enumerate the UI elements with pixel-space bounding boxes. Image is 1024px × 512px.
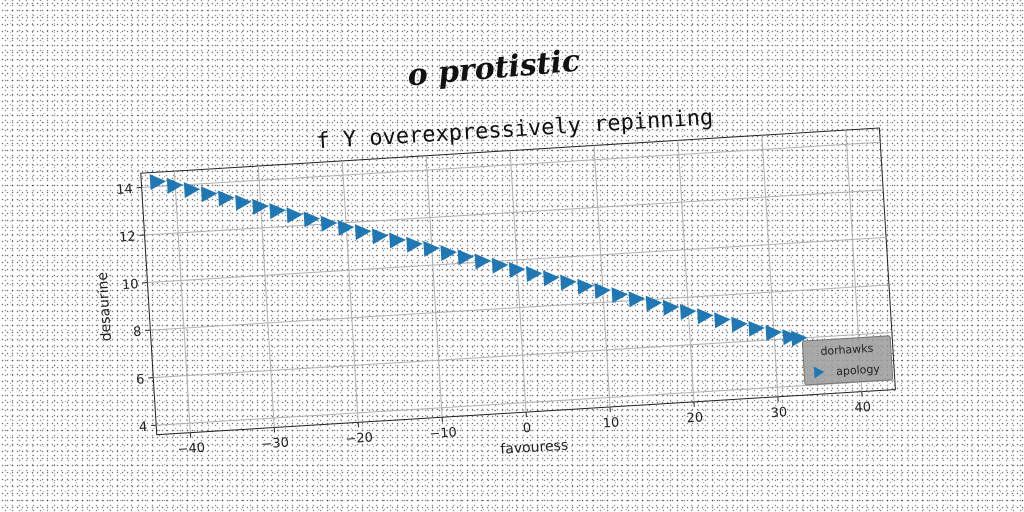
data-point	[166, 177, 184, 194]
legend-entry-label: apology	[836, 362, 881, 378]
x-tick-label: 40	[854, 400, 871, 416]
legend-box	[801, 335, 894, 386]
x-tick-label: −20	[345, 431, 373, 448]
x-grid-line	[425, 155, 443, 418]
data-point	[440, 245, 457, 262]
data-point	[389, 232, 406, 249]
y-tick-label: 12	[119, 230, 136, 246]
data-point	[594, 282, 611, 299]
x-grid-line	[173, 171, 191, 433]
legend-marker	[813, 366, 825, 379]
y-grid-line	[141, 141, 881, 188]
x-tick-label: 0	[522, 421, 531, 436]
x-grid-line	[341, 160, 359, 423]
data-point	[354, 224, 372, 241]
data-point	[286, 207, 303, 224]
y-tick-label: 6	[136, 372, 145, 387]
data-points	[149, 174, 808, 347]
data-point	[714, 312, 731, 329]
data-point	[406, 236, 423, 253]
y-grid-line	[144, 189, 884, 236]
data-point	[474, 253, 492, 270]
x-grid-line	[761, 135, 779, 397]
data-point	[782, 329, 800, 346]
x-tick-label: 10	[602, 415, 619, 431]
data-point	[765, 325, 782, 342]
data-point	[218, 190, 235, 207]
data-point	[577, 278, 594, 295]
x-grid-line	[509, 150, 527, 413]
data-point	[200, 186, 218, 203]
x-tick-label: 30	[770, 405, 787, 421]
data-point	[372, 228, 389, 245]
y-tick-label: 14	[116, 182, 133, 198]
data-point	[303, 211, 321, 228]
data-point	[337, 219, 355, 236]
data-point	[628, 291, 646, 308]
data-point	[320, 215, 338, 232]
data-point	[748, 320, 765, 337]
data-point	[645, 295, 663, 312]
chart-title: f Y overexpressively repinning	[316, 105, 714, 154]
x-tick-label: −40	[177, 441, 205, 458]
data-point	[611, 287, 628, 304]
data-point	[525, 266, 543, 283]
ticks: −40 −30 −20 −10 0 10 20 30 40 4 6 8 10 12 14	[116, 182, 872, 458]
data-point	[560, 274, 577, 291]
chart-suptitle: o protistic	[406, 44, 581, 94]
data-point	[697, 308, 714, 325]
x-axis-label: favouress	[500, 438, 569, 458]
data-point	[252, 198, 269, 215]
y-grid-line	[156, 379, 895, 426]
x-tick-label: −30	[261, 436, 289, 453]
y-grid-line	[147, 236, 887, 284]
y-tick-label: 8	[133, 325, 142, 340]
x-grid-line	[593, 145, 611, 408]
data-point	[791, 330, 808, 347]
data-point	[235, 194, 252, 211]
data-point	[491, 257, 509, 274]
plot-area: f Y overexpressively repinning −40 −30 −20…	[95, 105, 896, 458]
data-point	[269, 203, 286, 220]
y-tick-label: 10	[122, 277, 139, 293]
data-point	[679, 304, 697, 320]
data-point	[731, 316, 748, 333]
y-grid-line	[150, 284, 890, 331]
y-tick-label: 4	[139, 420, 148, 435]
x-tick-label: 20	[686, 410, 703, 426]
data-point	[183, 182, 201, 199]
data-point	[423, 240, 440, 257]
data-point	[457, 249, 475, 266]
y-grid-line	[153, 331, 892, 379]
x-grid-line	[677, 140, 695, 402]
grid	[141, 130, 895, 433]
data-point	[662, 299, 680, 316]
data-point	[149, 174, 167, 191]
y-axis-label: desaurine	[95, 272, 115, 342]
data-point	[543, 270, 560, 287]
x-tick-label: −10	[429, 425, 457, 442]
legend-title: dorhawks	[820, 342, 874, 358]
data-point	[508, 261, 526, 278]
legend: dorhawks apology	[801, 335, 894, 386]
